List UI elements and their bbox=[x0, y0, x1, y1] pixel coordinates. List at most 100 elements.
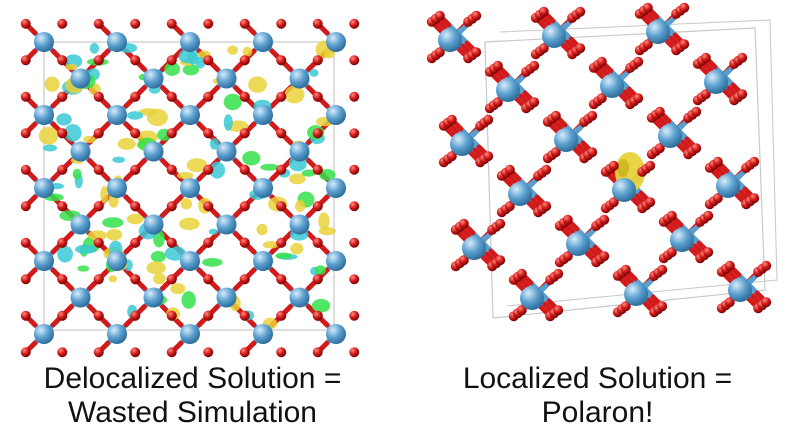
oxygen-atom bbox=[553, 305, 564, 316]
oxygen-atom bbox=[575, 43, 586, 54]
oxygen-atom bbox=[724, 297, 735, 308]
oxygen-atom bbox=[495, 255, 506, 266]
metal-atom bbox=[670, 228, 694, 252]
oxygen-atom bbox=[312, 91, 323, 102]
delocalized-caption-line1: Delocalized Solution = bbox=[43, 362, 342, 395]
metal-atom bbox=[216, 214, 237, 235]
metal-atom bbox=[496, 78, 520, 102]
oxygen-atom bbox=[504, 201, 515, 212]
oxygen-atom bbox=[57, 55, 68, 66]
charge-density-lobe bbox=[284, 85, 305, 104]
oxygen-atom bbox=[203, 310, 214, 321]
charge-density-lobe bbox=[127, 111, 144, 120]
oxygen-atom bbox=[471, 47, 482, 58]
charge-density-lobe bbox=[87, 230, 108, 241]
oxygen-atom bbox=[130, 55, 141, 66]
metal-atom bbox=[34, 105, 54, 125]
oxygen-atom bbox=[349, 164, 360, 175]
charge-density-lobe bbox=[289, 173, 306, 185]
oxygen-atom bbox=[691, 106, 702, 117]
oxygen-atom bbox=[276, 347, 287, 358]
oxygen-atom bbox=[538, 43, 549, 54]
oxygen-atom bbox=[130, 164, 141, 175]
metal-atom bbox=[180, 251, 200, 271]
oxygen-atom bbox=[495, 218, 506, 229]
oxygen-atom bbox=[541, 164, 552, 175]
oxygen-atom bbox=[691, 143, 702, 154]
polaron-density-core bbox=[617, 159, 629, 177]
oxygen-atom bbox=[20, 55, 31, 66]
oxygen-atom bbox=[645, 160, 656, 171]
charge-density-lobe bbox=[44, 76, 60, 92]
oxygen-atom bbox=[166, 55, 177, 66]
metal-atom bbox=[143, 68, 164, 89]
oxygen-atom bbox=[657, 301, 668, 312]
charge-density-lobe bbox=[209, 138, 220, 150]
oxygen-atom bbox=[349, 55, 360, 66]
charge-density-lobe bbox=[309, 68, 319, 77]
oxygen-atom bbox=[749, 193, 760, 204]
metal-atom bbox=[107, 324, 127, 344]
oxygen-atom bbox=[349, 201, 360, 212]
charge-density-lobe bbox=[164, 246, 186, 261]
oxygen-atom bbox=[276, 237, 287, 248]
metal-atom bbox=[326, 105, 346, 125]
localized-caption: Localized Solution = Polaron! bbox=[405, 362, 790, 436]
metal-atom bbox=[658, 124, 682, 148]
oxygen-atom bbox=[166, 164, 177, 175]
oxygen-atom bbox=[471, 10, 482, 21]
oxygen-atom bbox=[166, 201, 177, 212]
metal-atom bbox=[216, 141, 237, 162]
metal-atom bbox=[143, 141, 164, 162]
oxygen-atom bbox=[276, 18, 287, 29]
oxygen-atom bbox=[761, 260, 772, 271]
metal-atom bbox=[216, 287, 237, 308]
oxygen-atom bbox=[349, 347, 360, 358]
localized-caption-line1: Localized Solution = bbox=[462, 362, 733, 395]
metal-atom bbox=[253, 251, 273, 271]
oxygen-atom bbox=[203, 55, 214, 66]
metal-atom bbox=[508, 182, 532, 206]
oxygen-atom bbox=[203, 201, 214, 212]
oxygen-atom bbox=[529, 97, 540, 108]
metal-atom bbox=[438, 28, 462, 52]
delocalized-caption-line2: Wasted Simulation bbox=[68, 396, 317, 429]
charge-density-lobe bbox=[72, 168, 82, 180]
oxygen-atom bbox=[645, 197, 656, 208]
charge-density-lobe bbox=[75, 244, 97, 254]
oxygen-atom bbox=[239, 237, 250, 248]
oxygen-atom bbox=[434, 47, 445, 58]
oxygen-atom bbox=[712, 156, 723, 167]
charge-density-lobe bbox=[314, 265, 327, 275]
metal-atom bbox=[253, 32, 273, 52]
oxygen-atom bbox=[57, 128, 68, 139]
oxygen-atom bbox=[239, 164, 250, 175]
charge-density-lobe bbox=[38, 126, 59, 145]
oxygen-atom bbox=[492, 60, 503, 71]
oxygen-atom bbox=[312, 128, 323, 139]
metal-atom bbox=[624, 282, 648, 306]
charge-density-lobe bbox=[227, 45, 238, 55]
metal-atom bbox=[253, 105, 273, 125]
oxygen-atom bbox=[203, 347, 214, 358]
charge-density-lobe bbox=[181, 291, 196, 309]
oxygen-atom bbox=[276, 274, 287, 285]
oxygen-atom bbox=[587, 110, 598, 121]
oxygen-atom bbox=[239, 310, 250, 321]
oxygen-atom bbox=[57, 347, 68, 358]
oxygen-atom bbox=[203, 164, 214, 175]
charge-density-lobe bbox=[275, 252, 292, 259]
metal-atom bbox=[34, 32, 54, 52]
metal-atom bbox=[716, 174, 740, 198]
oxygen-atom bbox=[20, 164, 31, 175]
oxygen-atom bbox=[57, 18, 68, 29]
charge-density-lobe bbox=[180, 198, 193, 210]
oxygen-atom bbox=[700, 89, 711, 100]
oxygen-atom bbox=[20, 274, 31, 285]
oxygen-atom bbox=[654, 143, 665, 154]
oxygen-atom bbox=[349, 310, 360, 321]
oxygen-atom bbox=[562, 251, 573, 262]
oxygen-atom bbox=[312, 164, 323, 175]
localized-crystal-lattice bbox=[426, 2, 778, 322]
oxygen-atom bbox=[239, 18, 250, 29]
